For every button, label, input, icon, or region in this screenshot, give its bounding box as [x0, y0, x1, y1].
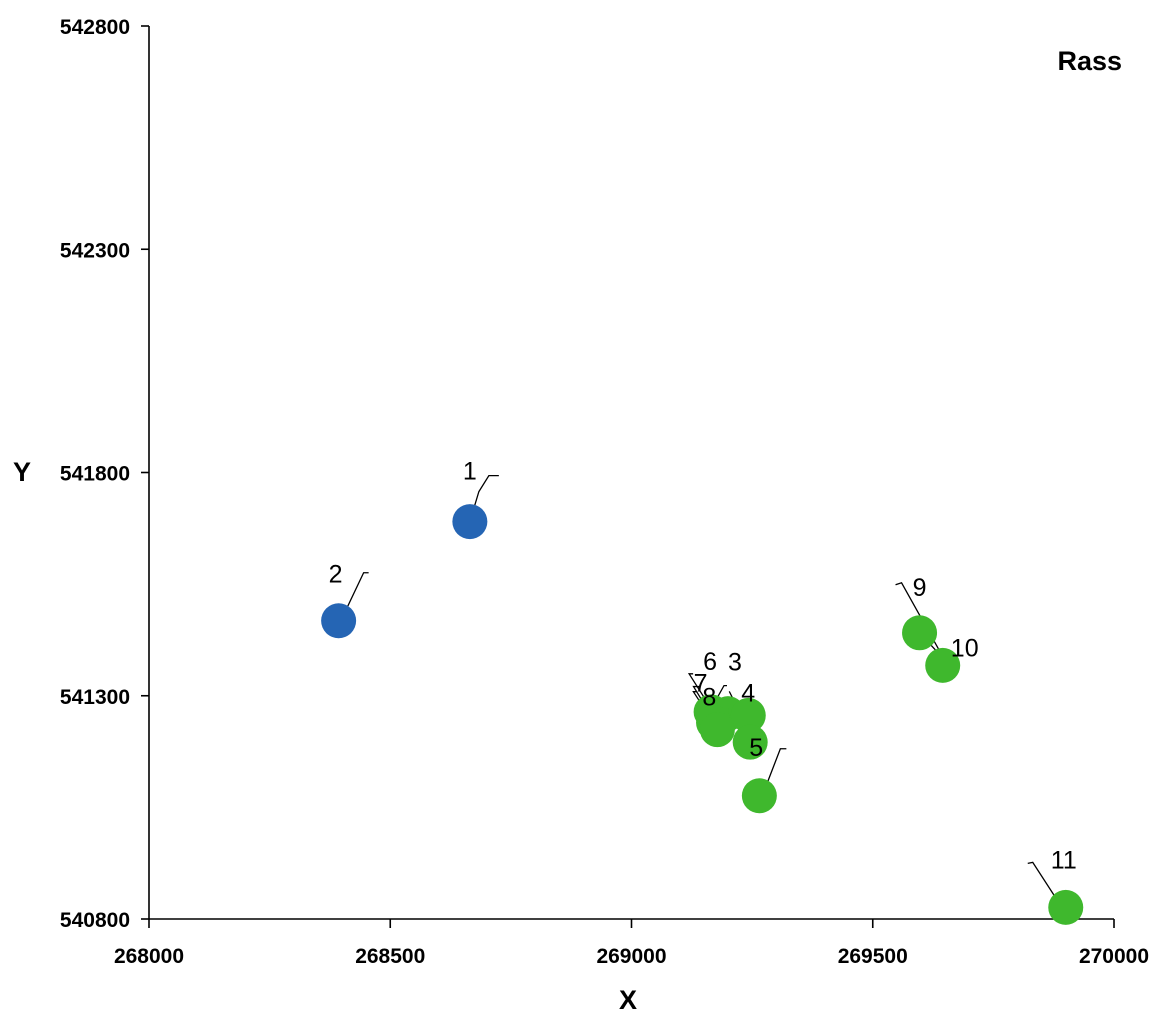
y-axis-title: Y	[13, 457, 31, 487]
x-tick-label: 269500	[838, 945, 908, 968]
scatter-point	[321, 603, 356, 638]
y-tick-label: 541800	[60, 463, 130, 486]
point-label: 3	[728, 649, 742, 677]
axis-ticks: 268000 268500 269000 269500 2700005408005413…	[60, 16, 1149, 968]
x-tick-label: 268500	[355, 945, 425, 968]
x-tick-label: 269000	[596, 945, 666, 968]
point-label: 2	[329, 561, 343, 589]
point-label: 8	[702, 684, 716, 712]
y-tick-label: 541300	[60, 686, 130, 709]
scatter-point	[742, 778, 777, 813]
point-label: 4	[741, 679, 755, 707]
point-label: 5	[749, 734, 763, 762]
y-tick-label: 540800	[60, 909, 130, 932]
point-label: 10	[951, 634, 979, 662]
scatter-point	[1048, 890, 1083, 925]
scatter-point	[902, 615, 937, 650]
data-points	[321, 504, 1083, 925]
x-axis-title: X	[619, 985, 637, 1013]
scatter-point	[452, 504, 487, 539]
y-tick-label: 542800	[60, 16, 130, 39]
x-tick-label: 270000	[1079, 945, 1149, 968]
point-label: 9	[913, 574, 927, 602]
x-tick-label: 268000	[114, 945, 184, 968]
point-label: 1	[463, 458, 477, 486]
chart-title: Rass	[1057, 46, 1122, 76]
point-label: 11	[1051, 846, 1077, 874]
axes	[149, 26, 1114, 919]
y-tick-label: 542300	[60, 239, 130, 262]
scatter-point	[700, 712, 735, 747]
